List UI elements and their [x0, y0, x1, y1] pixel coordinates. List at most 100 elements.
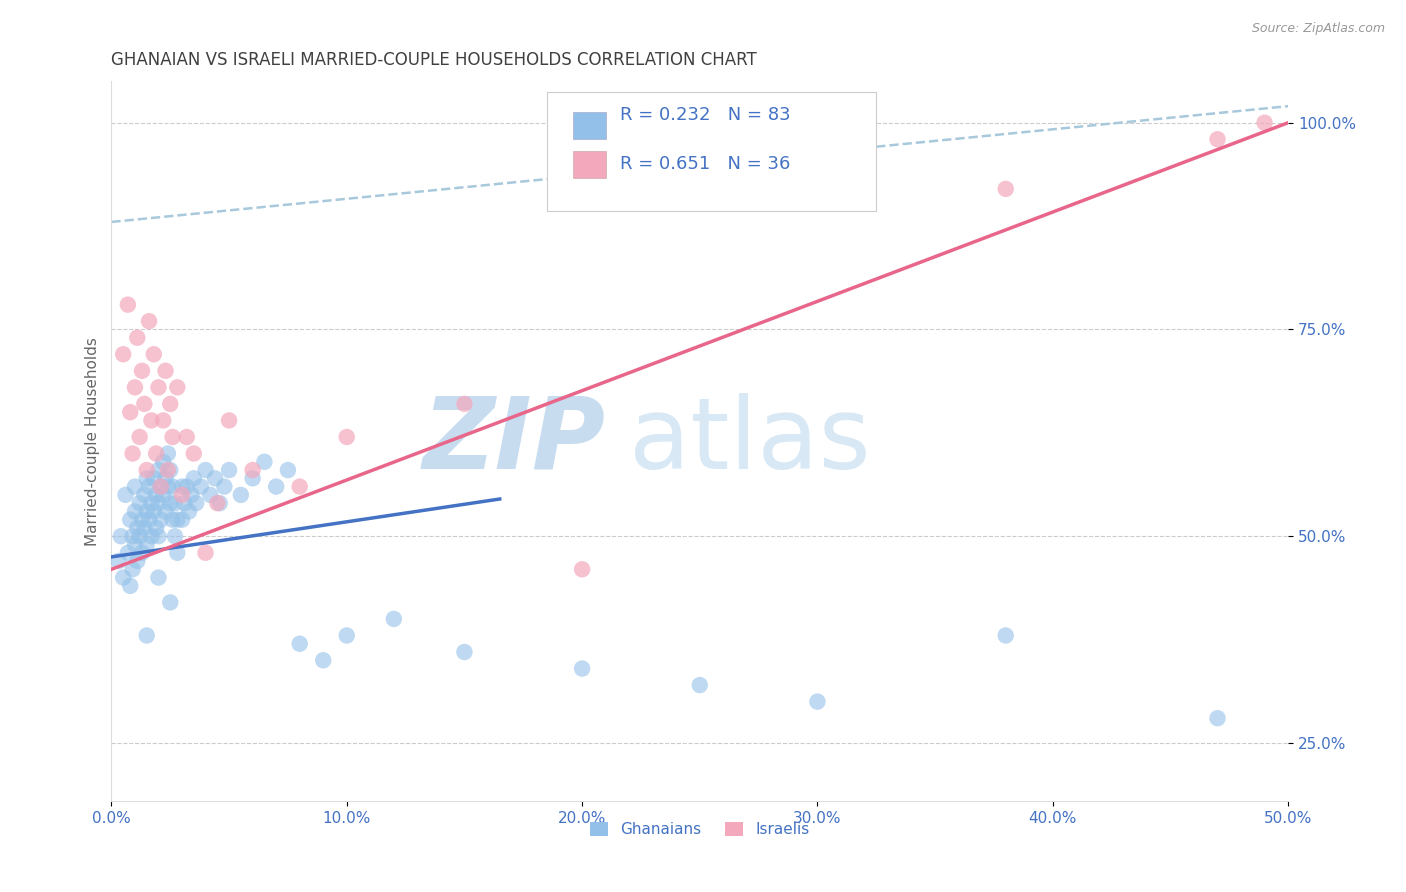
Point: [1253, 116, 1275, 130]
Point: [141, 529, 163, 543]
Point: [142, 504, 165, 518]
Point: [183, 471, 205, 485]
Point: [994, 628, 1017, 642]
Point: [204, 471, 226, 485]
Point: [288, 480, 311, 494]
Point: [120, 513, 142, 527]
Point: [312, 653, 335, 667]
Point: [135, 463, 157, 477]
Point: [117, 298, 139, 312]
Point: [162, 430, 184, 444]
Point: [127, 554, 149, 568]
Point: [121, 446, 143, 460]
Point: [184, 496, 207, 510]
Text: GHANAIAN VS ISRAELI MARRIED-COUPLE HOUSEHOLDS CORRELATION CHART: GHANAIAN VS ISRAELI MARRIED-COUPLE HOUSE…: [111, 51, 758, 69]
Point: [145, 488, 167, 502]
Point: [218, 413, 240, 427]
Point: [242, 471, 264, 485]
Point: [806, 695, 828, 709]
Point: [382, 612, 405, 626]
Point: [135, 628, 157, 642]
Point: [194, 463, 217, 477]
Point: [114, 488, 136, 502]
Text: Source: ZipAtlas.com: Source: ZipAtlas.com: [1251, 22, 1385, 36]
Point: [142, 347, 165, 361]
Point: [166, 513, 188, 527]
Point: [145, 521, 167, 535]
Point: [166, 380, 188, 394]
Point: [166, 546, 188, 560]
Point: [170, 513, 193, 527]
Point: [127, 521, 149, 535]
Point: [159, 595, 181, 609]
Point: [214, 480, 236, 494]
Point: [689, 678, 711, 692]
Point: [156, 463, 179, 477]
FancyBboxPatch shape: [572, 151, 606, 178]
Point: [120, 405, 142, 419]
FancyBboxPatch shape: [572, 112, 606, 139]
Point: [190, 480, 212, 494]
Point: [242, 463, 264, 477]
Point: [117, 546, 139, 560]
Point: [170, 480, 193, 494]
Text: R = 0.232   N = 83: R = 0.232 N = 83: [620, 106, 790, 124]
Point: [162, 513, 184, 527]
Point: [173, 496, 195, 510]
Point: [127, 331, 149, 345]
Point: [253, 455, 276, 469]
Point: [162, 480, 184, 494]
Point: [152, 413, 174, 427]
Point: [121, 529, 143, 543]
Point: [1206, 711, 1229, 725]
Point: [112, 571, 135, 585]
FancyBboxPatch shape: [547, 92, 876, 211]
Point: [170, 488, 193, 502]
Point: [134, 397, 156, 411]
Point: [176, 430, 198, 444]
Point: [229, 488, 252, 502]
Point: [183, 446, 205, 460]
Point: [110, 529, 132, 543]
Point: [121, 562, 143, 576]
Point: [336, 628, 359, 642]
Point: [120, 579, 142, 593]
Point: [145, 446, 167, 460]
Text: atlas: atlas: [628, 392, 870, 490]
Point: [131, 546, 153, 560]
Point: [288, 637, 311, 651]
Point: [207, 496, 229, 510]
Point: [155, 504, 177, 518]
Point: [264, 480, 287, 494]
Point: [336, 430, 359, 444]
Legend: Ghanaians, Israelis: Ghanaians, Israelis: [583, 816, 815, 844]
Point: [159, 463, 181, 477]
Point: [453, 645, 475, 659]
Point: [138, 314, 160, 328]
Point: [159, 496, 181, 510]
Point: [128, 529, 150, 543]
Point: [112, 347, 135, 361]
Point: [155, 364, 177, 378]
Point: [124, 504, 146, 518]
Point: [148, 380, 170, 394]
Point: [149, 513, 172, 527]
Point: [180, 488, 202, 502]
Point: [135, 504, 157, 518]
Point: [149, 480, 172, 494]
Point: [571, 562, 593, 576]
Point: [131, 513, 153, 527]
Point: [141, 496, 163, 510]
Point: [571, 661, 593, 675]
Point: [135, 537, 157, 551]
Point: [218, 463, 240, 477]
Point: [163, 496, 186, 510]
Point: [163, 529, 186, 543]
Point: [138, 480, 160, 494]
Point: [277, 463, 299, 477]
Point: [148, 463, 170, 477]
Point: [148, 496, 170, 510]
Text: R = 0.651   N = 36: R = 0.651 N = 36: [620, 155, 790, 173]
Point: [128, 430, 150, 444]
Point: [124, 380, 146, 394]
